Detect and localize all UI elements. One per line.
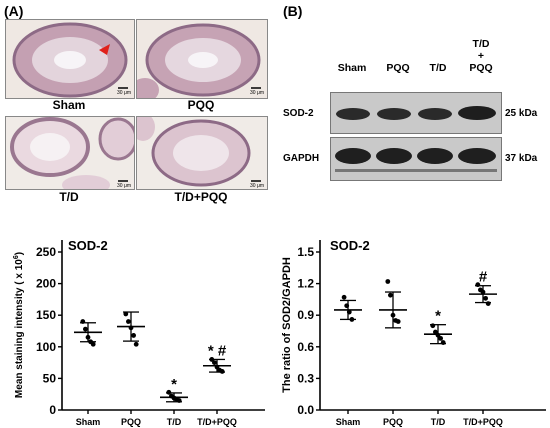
y-tick-label: 1.5 (297, 245, 314, 259)
x-tick-label: T/D (167, 417, 182, 427)
chart-staining-intensity: 0 50 100 150 200 250 Sham PQQ T/D T/D+PQQ * * # S… (13, 238, 265, 427)
micrograph-label-sham: Sham (52, 98, 86, 112)
data-point (390, 312, 396, 318)
x-tick-label: PQQ (121, 417, 141, 427)
blot-sod2 (330, 92, 502, 134)
data-point (212, 360, 217, 365)
data-point (166, 389, 172, 395)
data-point (430, 323, 436, 329)
tissue-image (137, 20, 267, 98)
data-point (475, 282, 481, 288)
y-tick-label: 0 (49, 403, 56, 417)
tissue-image (6, 117, 134, 189)
chart-title: SOD-2 (330, 238, 370, 253)
y-axis-label: Mean staining intensity ( x 106) (13, 252, 25, 398)
panel-b-label: (B) (283, 3, 303, 19)
micrograph-td: 30 μm (5, 116, 135, 190)
x-tick-label: Sham (76, 417, 101, 427)
chart-axes (61, 240, 265, 411)
scale-bar-label: 30 μm (117, 183, 131, 189)
data-point (90, 341, 96, 347)
y-tick-label: 0.6 (297, 340, 314, 354)
y-tick-label: 100 (36, 340, 56, 354)
data-point (385, 279, 391, 284)
x-tick-label: T/D (431, 417, 446, 427)
data-point (128, 325, 134, 331)
y-tick-label: 0.0 (297, 403, 314, 417)
lane-label-td-pqq: T/D + PQQ (469, 38, 493, 74)
micrograph-pqq: 30 μm (136, 19, 268, 99)
data-point (344, 303, 350, 309)
data-point (480, 289, 486, 295)
data-point (341, 294, 347, 300)
scale-bar-label: 30 μm (117, 90, 131, 96)
micrograph-sham: 30 μm (5, 19, 135, 99)
data-point (435, 332, 441, 338)
x-tick-label: Sham (336, 417, 361, 427)
tissue-image (137, 117, 267, 189)
data-point (395, 319, 401, 324)
y-axis-label: The ratio of SOD2/GAPDH (281, 257, 293, 393)
data-point (219, 369, 225, 374)
y-tick-label: 250 (36, 245, 56, 259)
size-label-37kda: 37 kDa (505, 153, 538, 164)
data-point (433, 329, 438, 335)
data-point (388, 292, 393, 298)
lane-label-pqq: PQQ (386, 62, 410, 74)
significance-marker: * (171, 376, 177, 393)
scale-bar-label: 30 μm (250, 183, 264, 189)
data-point (483, 295, 488, 301)
chart-sod2-gapdh-ratio: 0.00.30.60.91.21.5 Sham PQQ T/D T/D+PQQ *# … (281, 238, 546, 427)
blot-bands (336, 106, 496, 120)
data-point (80, 319, 86, 324)
data-point (346, 309, 352, 315)
blot-bands (335, 148, 497, 172)
protein-label-gapdh: GAPDH (283, 153, 320, 164)
data-point (209, 357, 215, 362)
scale-bar-label: 30 μm (250, 90, 264, 96)
data-point (125, 319, 131, 324)
micrograph-label-pqq: PQQ (187, 98, 215, 112)
significance-marker: # (479, 269, 488, 286)
y-tick-label: 50 (43, 371, 57, 385)
data-point (85, 334, 91, 340)
data-point (123, 311, 129, 317)
data-point (214, 364, 220, 370)
blot-gapdh (330, 137, 502, 181)
chart-title: SOD-2 (68, 238, 108, 253)
y-tick-label: 0.9 (297, 308, 314, 322)
significance-marker: * # (208, 342, 227, 359)
panel-a-label: (A) (4, 3, 24, 19)
micrograph-td-pqq: 30 μm (136, 116, 268, 190)
x-tick-label: PQQ (383, 417, 403, 427)
micrograph-label-td-pqq: T/D+PQQ (174, 190, 228, 204)
x-tick-label: T/D+PQQ (197, 417, 237, 427)
x-tick-label: T/D+PQQ (463, 417, 503, 427)
data-point (83, 326, 88, 332)
data-point (349, 317, 355, 322)
micrograph-label-td: T/D (59, 190, 79, 204)
y-tick-label: 200 (36, 277, 56, 291)
lane-label-sham: Sham (337, 62, 367, 74)
y-tick-label: 1.2 (297, 277, 314, 291)
chart-axes (319, 240, 546, 411)
significance-marker: * (435, 308, 441, 325)
data-point (133, 341, 139, 347)
data-point (485, 301, 491, 307)
data-point (438, 335, 443, 341)
y-tick-label: 150 (36, 308, 56, 322)
data-point (131, 333, 137, 338)
data-point (176, 398, 182, 403)
tissue-image (6, 20, 134, 98)
lane-label-td: T/D (429, 62, 447, 74)
data-point (440, 340, 446, 345)
y-tick-label: 0.3 (297, 371, 314, 385)
protein-label-sod2: SOD-2 (283, 108, 314, 119)
size-label-25kda: 25 kDa (505, 108, 538, 119)
